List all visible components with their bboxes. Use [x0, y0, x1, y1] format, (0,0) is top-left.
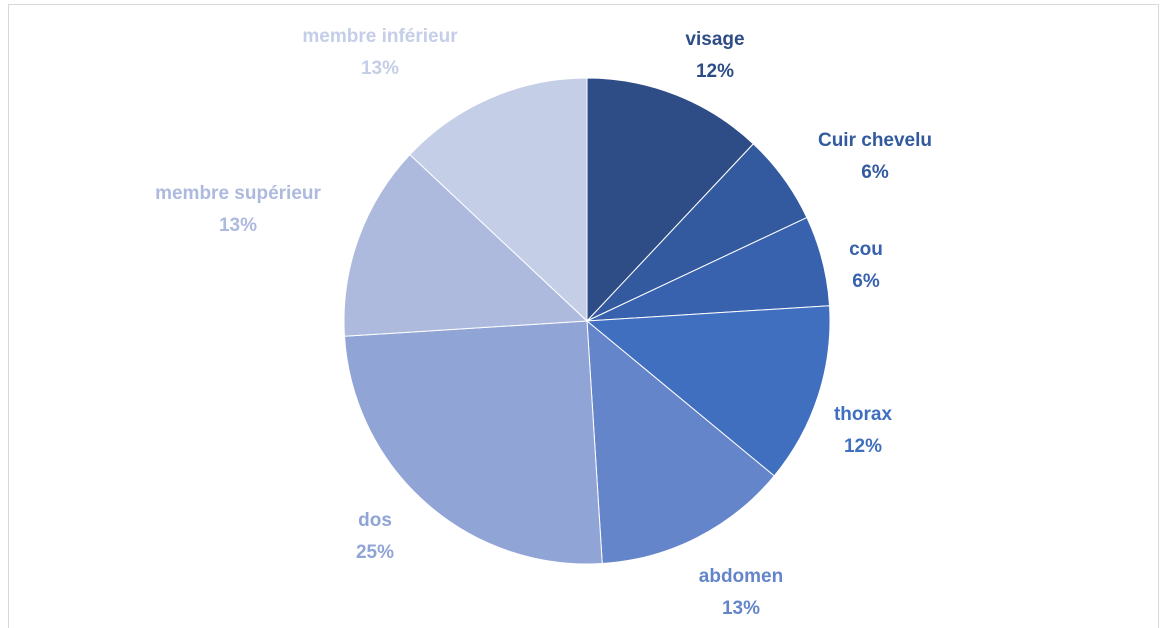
slice-label: Cuir chevelu	[818, 130, 932, 151]
pie-slice	[343, 320, 603, 565]
pie-slice	[586, 77, 755, 323]
slice-value-label: 12%	[844, 436, 882, 457]
pie-slice	[343, 153, 589, 337]
chart-frame	[8, 4, 1159, 628]
slice-value-label: 13%	[361, 58, 399, 79]
slice-label: dos	[358, 510, 392, 531]
pie-slice	[586, 319, 775, 565]
slice-label: membre supérieur	[155, 183, 321, 204]
slice-label: cou	[849, 239, 883, 260]
slice-label: membre inférieur	[302, 26, 458, 47]
slice-value-label: 13%	[219, 215, 257, 236]
pie-slice	[409, 77, 588, 323]
slice-value-label: 6%	[852, 271, 880, 292]
slice-label: thorax	[834, 404, 893, 425]
slice-value-label: 25%	[356, 542, 394, 563]
slice-value-label: 13%	[722, 598, 760, 619]
slice-value-label: 6%	[861, 162, 889, 183]
slice-value-label: 12%	[696, 61, 734, 82]
slice-label: abdomen	[699, 566, 783, 587]
pie-slice	[585, 305, 831, 477]
slice-label: visage	[685, 29, 744, 50]
